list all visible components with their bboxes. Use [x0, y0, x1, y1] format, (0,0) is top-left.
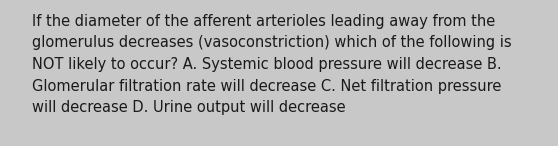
Text: glomerulus decreases (vasoconstriction) which of the following is: glomerulus decreases (vasoconstriction) …: [32, 35, 512, 51]
Text: If the diameter of the afferent arterioles leading away from the: If the diameter of the afferent arteriol…: [32, 14, 496, 29]
Text: will decrease D. Urine output will decrease: will decrease D. Urine output will decre…: [32, 100, 345, 115]
Text: NOT likely to occur? A. Systemic blood pressure will decrease B.: NOT likely to occur? A. Systemic blood p…: [32, 57, 502, 72]
Text: Glomerular filtration rate will decrease C. Net filtration pressure: Glomerular filtration rate will decrease…: [32, 79, 502, 93]
